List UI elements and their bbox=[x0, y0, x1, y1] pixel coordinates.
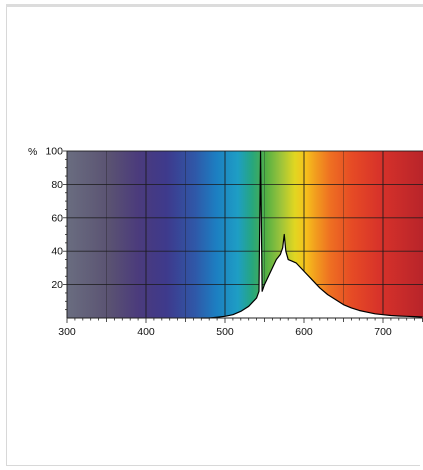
y-tick-label-40: 40 bbox=[51, 246, 63, 258]
y-tick-label-60: 60 bbox=[51, 212, 63, 224]
x-tick-label-600: 600 bbox=[295, 326, 313, 338]
x-tick-label-500: 500 bbox=[216, 326, 234, 338]
y-tick-label-100: 100 bbox=[45, 146, 63, 158]
y-tick-label-80: 80 bbox=[51, 179, 63, 191]
x-tick-label-700: 700 bbox=[374, 326, 392, 338]
x-tick-label-300: 300 bbox=[58, 326, 76, 338]
emission-area bbox=[201, 151, 423, 318]
spectrum-background bbox=[67, 151, 423, 318]
y-tick-label-20: 20 bbox=[51, 279, 63, 291]
x-tick-label-400: 400 bbox=[137, 326, 155, 338]
y-axis-label: % bbox=[28, 146, 37, 158]
emission-curve bbox=[201, 150, 423, 319]
frame-top-rule bbox=[6, 4, 423, 7]
